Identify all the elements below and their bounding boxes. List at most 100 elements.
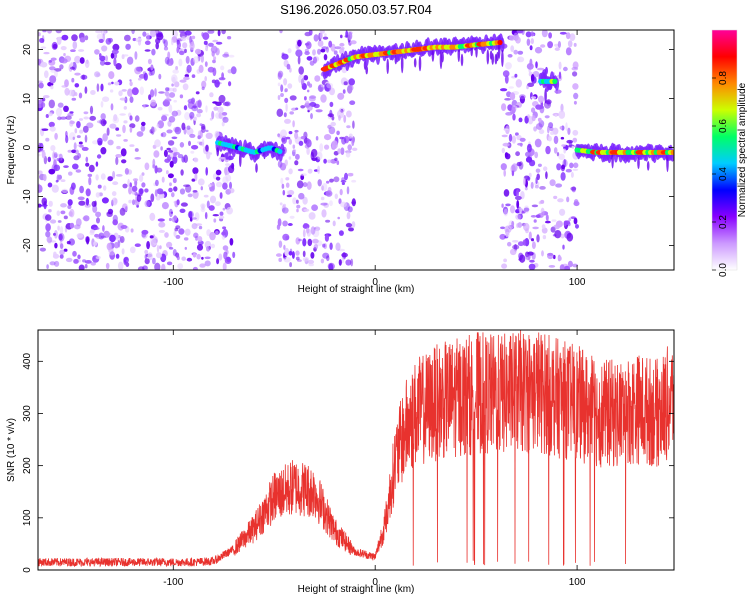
noise-speckle (205, 144, 209, 152)
spectrogram-y-tick-label: -20 (22, 238, 33, 253)
noise-speckle (205, 132, 213, 139)
noise-speckle (526, 84, 529, 90)
noise-speckle (326, 255, 330, 262)
noise-speckle (186, 257, 193, 262)
noise-speckle (222, 207, 226, 211)
noise-speckle (41, 197, 48, 206)
noise-speckle (277, 160, 283, 168)
noise-speckle (59, 254, 64, 259)
noise-speckle (324, 144, 330, 150)
noise-speckle (553, 147, 558, 154)
noise-speckle (519, 94, 526, 100)
noise-speckle (227, 155, 234, 161)
noise-speckle (519, 207, 522, 215)
noise-speckle (530, 31, 534, 37)
noise-speckle (88, 176, 92, 186)
noise-speckle (48, 60, 52, 63)
noise-speckle (71, 34, 78, 42)
noise-speckle (502, 142, 510, 147)
noise-speckle (523, 177, 526, 186)
noise-speckle (334, 46, 342, 50)
noise-speckle (329, 200, 333, 207)
noise-speckle (218, 77, 226, 81)
snr-frame (37, 329, 675, 571)
noise-speckle (346, 211, 351, 220)
noise-speckle (180, 36, 187, 42)
noise-speckle (110, 52, 115, 59)
noise-speckle (95, 161, 99, 167)
spectrogram-x-axis-label: Height of straight line (km) (298, 284, 415, 295)
noise-speckle (325, 219, 331, 223)
noise-speckle (320, 48, 326, 53)
noise-speckle (202, 32, 210, 40)
noise-speckle (558, 61, 562, 70)
noise-speckle (515, 36, 521, 44)
noise-speckle (150, 64, 154, 71)
noise-speckle (57, 220, 62, 223)
noise-speckle (524, 186, 528, 191)
noise-speckle (49, 75, 57, 84)
noise-speckle (512, 244, 520, 250)
noise-speckle (105, 38, 112, 45)
noise-speckle (173, 215, 178, 221)
noise-speckle (225, 174, 232, 182)
noise-speckle (572, 71, 578, 77)
noise-speckle (205, 105, 208, 113)
noise-speckle (38, 82, 44, 89)
noise-speckle (173, 230, 177, 237)
noise-speckle (209, 152, 213, 155)
noise-speckle (304, 96, 307, 101)
noise-speckle (224, 101, 231, 107)
noise-speckle (176, 255, 180, 261)
noise-speckle (129, 96, 134, 103)
noise-speckle (92, 140, 99, 145)
noise-speckle (530, 74, 535, 82)
noise-speckle (46, 236, 53, 244)
noise-speckle (531, 241, 536, 249)
noise-speckle (504, 98, 511, 101)
noise-speckle (54, 68, 62, 72)
noise-speckle (336, 130, 340, 136)
noise-speckle (214, 79, 220, 88)
noise-speckle (163, 46, 169, 51)
noise-speckle (41, 128, 49, 131)
noise-speckle (72, 136, 76, 140)
noise-speckle (139, 174, 144, 182)
noise-speckle (289, 262, 292, 268)
noise-speckle (57, 102, 64, 108)
noise-speckle (78, 49, 85, 52)
noise-speckle (40, 61, 48, 68)
noise-speckle (341, 136, 347, 145)
noise-speckle (563, 66, 568, 72)
noise-speckle (197, 135, 201, 140)
noise-speckle (317, 179, 322, 187)
noise-speckle (84, 260, 92, 264)
noise-speckle (120, 225, 128, 229)
noise-speckle (78, 264, 85, 270)
noise-speckle (83, 215, 90, 222)
noise-speckle (179, 50, 185, 56)
noise-speckle (551, 219, 557, 222)
noise-speckle (172, 69, 179, 74)
noise-speckle (315, 109, 323, 113)
noise-speckle (559, 264, 565, 270)
noise-speckle (507, 54, 513, 58)
noise-speckle (89, 115, 96, 121)
noise-speckle (155, 30, 159, 34)
noise-speckle (167, 140, 175, 146)
noise-speckle (156, 244, 160, 253)
noise-speckle (329, 178, 334, 183)
noise-speckle (60, 203, 67, 208)
noise-speckle (172, 177, 177, 184)
noise-speckle (229, 238, 234, 246)
noise-speckle (121, 89, 127, 92)
noise-speckle (178, 58, 183, 67)
noise-speckle (38, 144, 42, 153)
noise-speckle (82, 125, 89, 133)
noise-speckle (286, 194, 292, 198)
noise-speckle (100, 30, 107, 36)
noise-speckle (132, 199, 136, 206)
spectrogram-y-tick-label: -10 (22, 189, 33, 204)
noise-speckle (74, 72, 81, 76)
noise-speckle (151, 48, 156, 56)
